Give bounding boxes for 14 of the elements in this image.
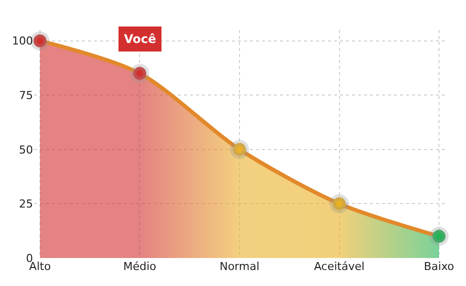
x-tick-label: Alto (29, 260, 52, 273)
y-tick-label: 75 (19, 88, 33, 102)
annotation: Você (124, 32, 156, 46)
y-tick-label: 50 (19, 143, 33, 156)
y-tick-label: 25 (19, 198, 33, 211)
point (230, 140, 249, 159)
x-tick-label: Normal (220, 260, 260, 273)
y-tick-label: 100 (12, 34, 33, 48)
point (330, 194, 349, 214)
x-tick-label: Médio (123, 260, 157, 273)
x-tick-label: Aceitável (314, 260, 365, 273)
x-tick-label: Baixo (424, 260, 454, 273)
point (430, 226, 449, 246)
point (130, 64, 150, 83)
